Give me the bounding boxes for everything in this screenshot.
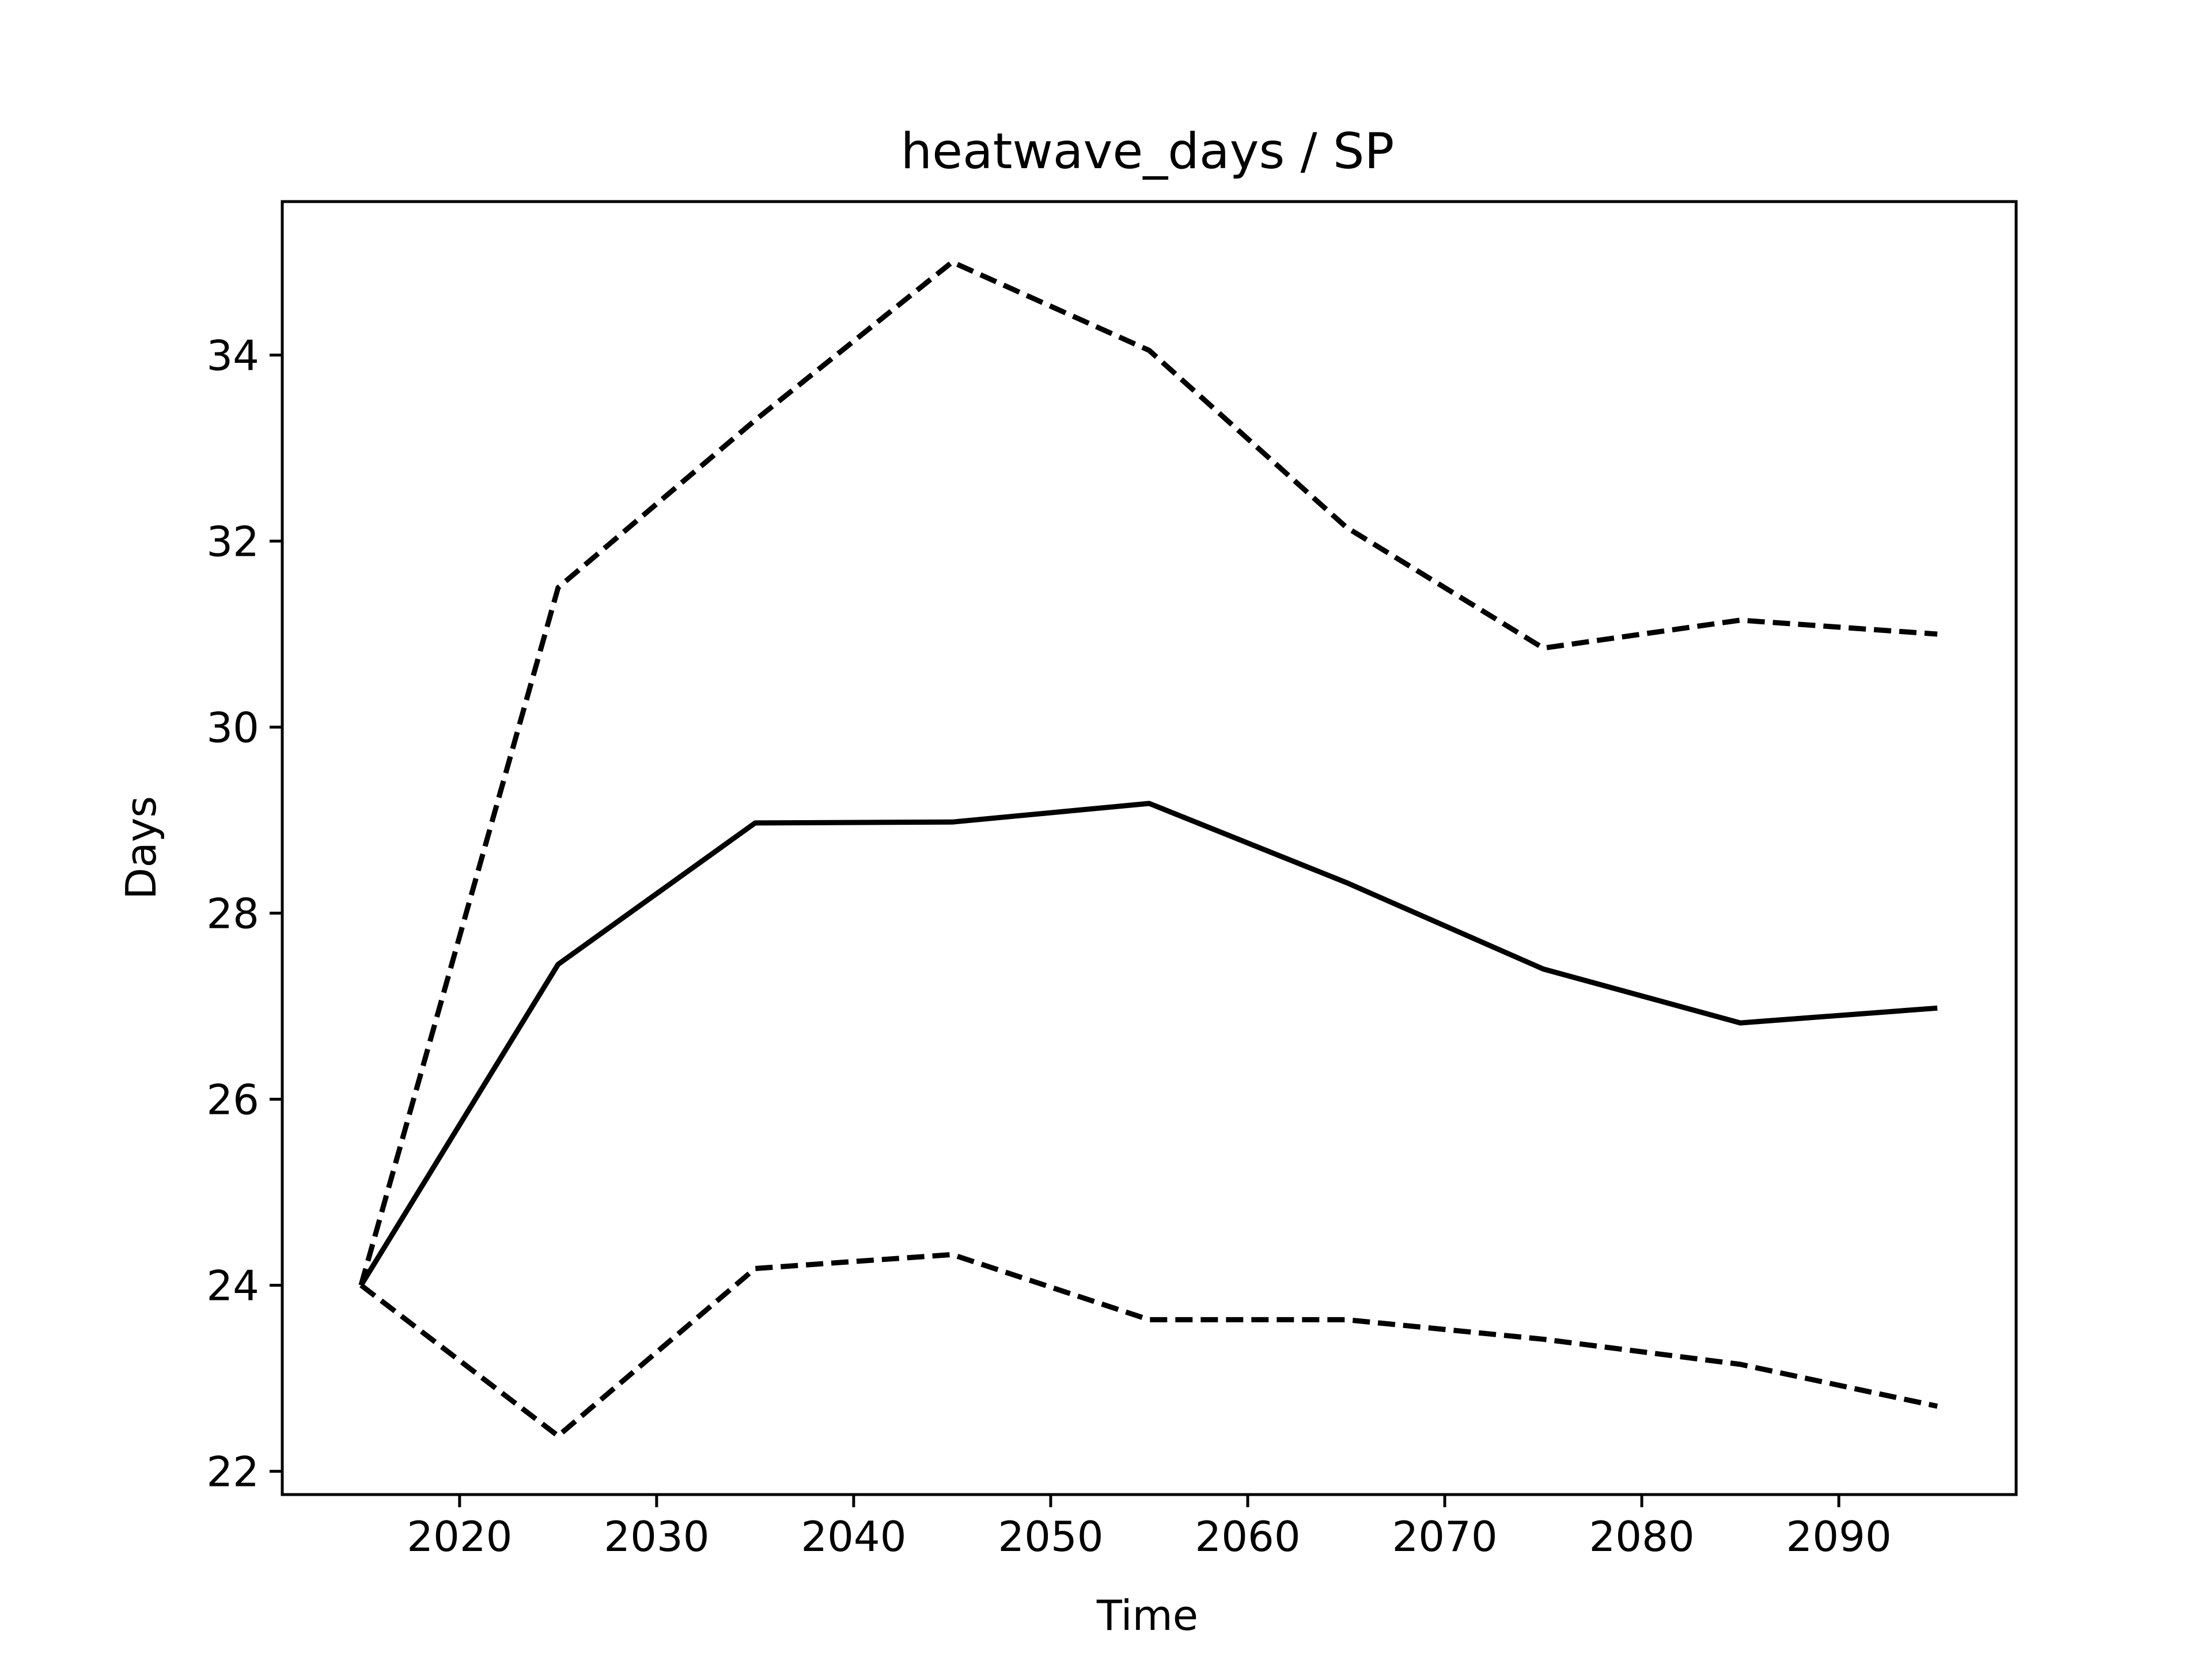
y-tick-label: 22 (206, 1448, 259, 1496)
y-tick-label: 30 (206, 704, 259, 752)
y-axis-label: Days (117, 796, 165, 900)
chart-title: heatwave_days / SP (901, 123, 1395, 180)
x-tick-label: 2070 (1392, 1512, 1497, 1561)
y-tick-label: 24 (206, 1262, 259, 1310)
series-line-2 (358, 801, 1938, 1287)
x-tick-label: 2080 (1589, 1512, 1694, 1561)
x-tick-label: 2030 (604, 1512, 709, 1561)
series-line-1 (358, 259, 1938, 1286)
series-layer (358, 259, 1938, 1439)
ticks-layer: 2020 2030 2040 2050 2060 2070 2080 2090 22 24 26 28… (206, 331, 1891, 1561)
y-tick-label: 32 (206, 518, 259, 566)
x-tick-label: 2090 (1786, 1512, 1892, 1561)
plot-area-frame (281, 200, 2018, 1496)
y-tick-label: 28 (206, 890, 259, 938)
series-line-3 (359, 1252, 1938, 1439)
y-tick-label: 26 (206, 1076, 259, 1124)
x-tick-label: 2050 (998, 1512, 1103, 1561)
x-tick-label: 2040 (801, 1512, 906, 1561)
x-tick-label: 2060 (1195, 1512, 1300, 1561)
x-axis-label: Time (1096, 1591, 1198, 1640)
y-tick-label: 34 (206, 331, 259, 380)
x-tick-label: 2020 (407, 1512, 512, 1561)
